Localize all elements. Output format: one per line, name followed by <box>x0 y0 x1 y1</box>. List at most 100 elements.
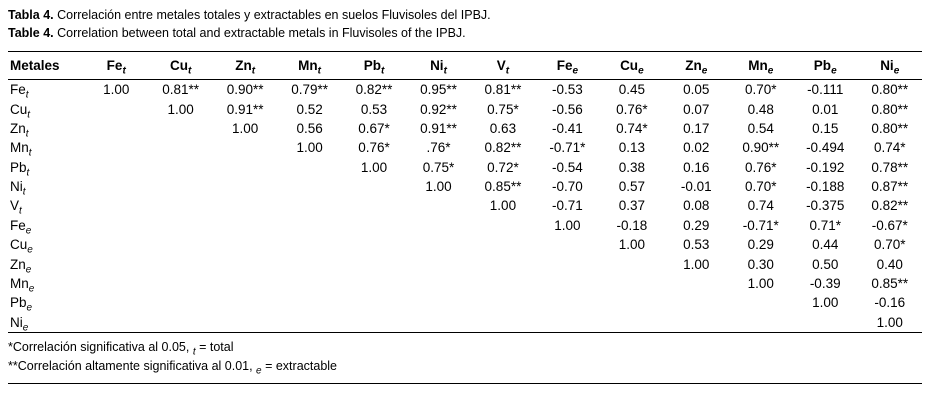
subscript: t <box>505 65 510 77</box>
subscript: e <box>26 303 33 313</box>
correlation-cell: 0.85** <box>484 179 522 195</box>
correlation-cell: 0.17 <box>683 120 710 136</box>
footnote-subscript: e <box>256 365 262 377</box>
correlation-cell <box>342 293 406 312</box>
correlation-cell: 0.13 <box>618 140 645 156</box>
subscript: t <box>28 148 32 158</box>
correlation-cell <box>471 235 535 254</box>
correlation-cell: 0.81** <box>162 82 200 98</box>
table-row: Vt 1.00 -0.71 0.37 0.08 0.74 -0.375 0.82** <box>8 196 922 215</box>
correlation-cell: 0.02 <box>683 140 710 156</box>
correlation-cell <box>84 313 148 333</box>
caption-es-text: Correlación entre metales totales y extr… <box>57 8 491 22</box>
correlation-cell <box>342 216 406 235</box>
correlation-cell: 0.29 <box>683 217 710 233</box>
subscript: t <box>381 65 385 77</box>
correlation-cell: 1.00 <box>296 140 323 156</box>
correlation-cell: 0.63 <box>489 120 517 136</box>
correlation-cell <box>213 158 277 177</box>
column-header: Nit <box>430 58 447 77</box>
subscript: t <box>317 65 321 77</box>
correlation-cell: 0.45 <box>618 82 645 98</box>
correlation-cell: 0.85** <box>871 275 909 291</box>
correlation-cell <box>213 196 277 215</box>
row-label: Vt <box>10 198 22 216</box>
correlation-cell <box>600 313 664 333</box>
correlation-cell <box>406 196 470 215</box>
correlation-cell <box>148 313 212 333</box>
correlation-cell <box>84 158 148 177</box>
correlation-cell: 1.00 <box>489 198 517 214</box>
correlation-cell <box>277 254 341 273</box>
correlation-cell: 0.16 <box>683 159 710 175</box>
subscript: t <box>251 65 256 77</box>
correlation-cell: -0.192 <box>806 159 845 175</box>
row-label: Fet <box>10 82 29 100</box>
row-label: Mne <box>10 275 35 294</box>
correlation-cell: 0.80** <box>871 120 909 136</box>
correlation-cell: 1.00 <box>812 295 839 311</box>
table-row: Mne 1.00 -0.39 0.85** <box>8 274 922 293</box>
correlation-cell: -0.375 <box>806 198 845 214</box>
footnote-rest: = extractable <box>261 359 337 374</box>
correlation-cell <box>84 274 148 293</box>
correlation-cell: 0.54 <box>747 120 774 136</box>
subscript: e <box>638 65 644 77</box>
table-header-row: Metales Fet Cut Znt Mnt Pbt Nit Vt Fee Cue Zne Mne P… <box>8 51 922 80</box>
correlation-cell <box>277 158 341 177</box>
caption-es-label: Tabla 4. <box>8 8 54 22</box>
correlation-cell <box>406 235 470 254</box>
table-caption: Tabla 4. Correlación entre metales total… <box>8 7 922 42</box>
row-label: Fee <box>10 217 32 235</box>
correlation-cell: 1.00 <box>103 82 130 98</box>
correlation-cell: 0.50 <box>812 256 839 272</box>
correlation-cell <box>84 138 148 157</box>
correlation-cell <box>471 274 535 293</box>
correlation-cell <box>213 293 277 312</box>
subscript: e <box>27 244 33 255</box>
correlation-cell: 1.00 <box>231 120 259 136</box>
correlation-cell: 0.57 <box>618 179 645 195</box>
footnote-text: *Correlación significativa al 0.05, <box>8 339 193 354</box>
correlation-cell <box>406 216 470 235</box>
subscript: t <box>122 65 126 77</box>
correlation-cell: 0.74* <box>873 140 906 156</box>
correlation-cell: 1.00 <box>747 275 774 291</box>
row-label: Pbt <box>10 159 30 177</box>
correlation-cell: 0.74* <box>616 120 648 136</box>
correlation-cell <box>84 196 148 215</box>
correlation-cell: -0.71 <box>552 198 583 214</box>
subscript: t <box>25 89 29 100</box>
correlation-cell <box>213 138 277 157</box>
footnote-rest: = total <box>195 339 234 354</box>
correlation-cell: 0.52 <box>296 101 323 117</box>
subscript: e <box>701 65 708 77</box>
table-row: Mnt 1.00 0.76* .76* 0.82** -0.71* 0.13 0.02 0.90… <box>8 138 922 157</box>
correlation-cell <box>535 254 599 273</box>
table-row: Zne 1.00 0.30 0.50 0.40 <box>8 254 922 274</box>
correlation-cell: -0.16 <box>874 295 906 311</box>
correlation-cell: 0.07 <box>683 101 710 117</box>
correlation-cell: 0.01 <box>812 101 839 117</box>
correlation-cell <box>406 274 470 293</box>
correlation-cell: -0.111 <box>807 82 844 98</box>
correlation-cell <box>213 313 277 333</box>
correlation-cell <box>535 293 599 312</box>
correlation-cell <box>148 177 212 196</box>
subscript: t <box>22 186 26 197</box>
correlation-cell <box>277 235 341 254</box>
correlation-cell: 0.82** <box>871 198 909 214</box>
correlation-cell: 0.76* <box>358 140 390 156</box>
correlation-cell <box>600 293 664 312</box>
correlation-cell <box>148 235 212 254</box>
correlation-cell: 0.82** <box>484 140 522 156</box>
correlation-cell <box>600 274 664 293</box>
correlation-cell: 0.48 <box>747 101 774 117</box>
subscript: t <box>19 206 22 216</box>
column-header: Fee <box>556 58 579 77</box>
correlation-cell: 0.92** <box>420 101 457 117</box>
correlation-cell <box>277 216 341 235</box>
correlation-cell <box>342 254 406 273</box>
subscript: t <box>443 65 447 77</box>
correlation-cell <box>148 196 212 215</box>
